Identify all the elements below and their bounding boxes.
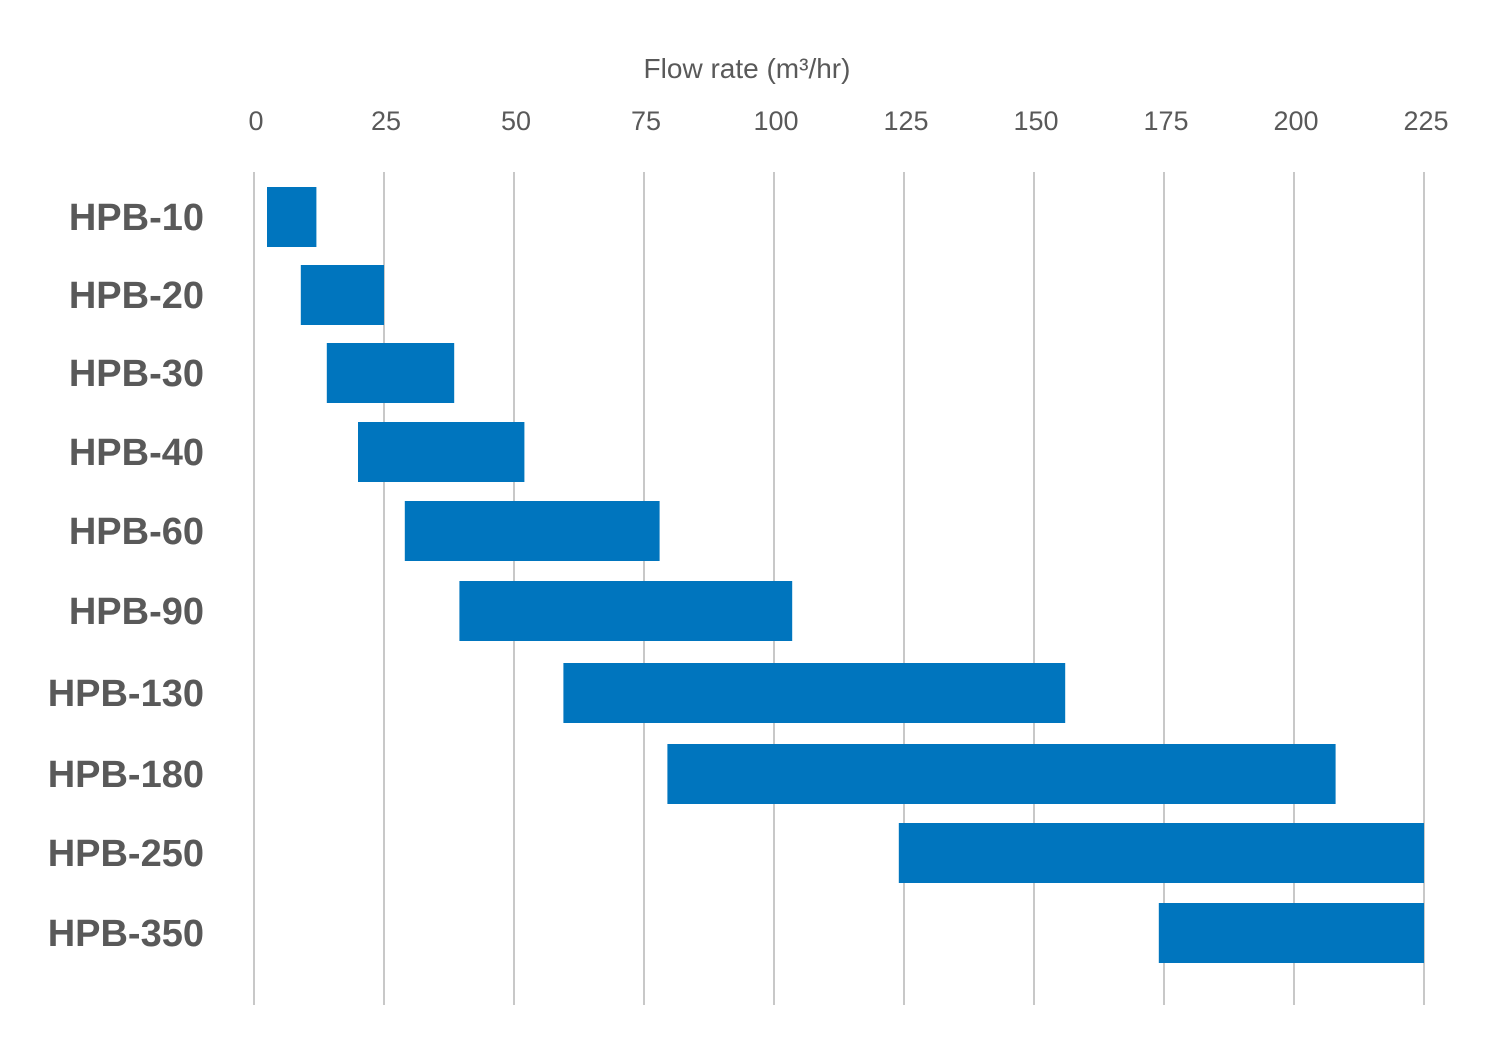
x-tick-label: 175 <box>1143 106 1188 136</box>
category-label-hpb-130: HPB-130 <box>48 673 204 715</box>
category-labels: HPB-10 HPB-20 HPB-30 HPB-40 HPB-60 HPB-90 HPB-… <box>48 197 204 955</box>
range-bar-hpb-350 <box>1158 903 1424 963</box>
range-bars <box>267 187 1424 963</box>
category-label-hpb-20: HPB-20 <box>69 275 204 317</box>
x-axis-ticks: 0 25 50 75 100 125 150 175 200 225 <box>248 106 1448 136</box>
category-label-hpb-40: HPB-40 <box>69 432 204 474</box>
category-label-hpb-30: HPB-30 <box>69 353 204 395</box>
x-tick-label: 200 <box>1273 106 1318 136</box>
x-tick-label: 25 <box>371 106 401 136</box>
range-bar-hpb-60 <box>404 501 660 561</box>
x-tick-label: 50 <box>501 106 531 136</box>
category-label-hpb-10: HPB-10 <box>69 197 204 239</box>
range-bar-hpb-30 <box>326 343 455 403</box>
range-bar-hpb-250 <box>898 823 1424 883</box>
x-tick-label: 125 <box>883 106 928 136</box>
x-tick-label: 75 <box>631 106 661 136</box>
category-label-hpb-180: HPB-180 <box>48 754 204 796</box>
category-label-hpb-350: HPB-350 <box>48 913 204 955</box>
x-axis-title: Flow rate (m³/hr) <box>644 53 851 84</box>
category-label-hpb-90: HPB-90 <box>69 591 204 633</box>
range-bar-hpb-180 <box>667 744 1336 804</box>
range-bar-hpb-10 <box>267 187 317 247</box>
x-tick-label: 0 <box>248 106 263 136</box>
category-label-hpb-250: HPB-250 <box>48 833 204 875</box>
x-tick-label: 225 <box>1403 106 1448 136</box>
range-bar-hpb-90 <box>459 581 793 641</box>
x-tick-label: 150 <box>1013 106 1058 136</box>
category-label-hpb-60: HPB-60 <box>69 511 204 553</box>
x-tick-label: 100 <box>753 106 798 136</box>
range-bar-hpb-20 <box>300 265 384 325</box>
range-bar-hpb-130 <box>563 663 1066 723</box>
range-bar-hpb-40 <box>358 422 525 482</box>
